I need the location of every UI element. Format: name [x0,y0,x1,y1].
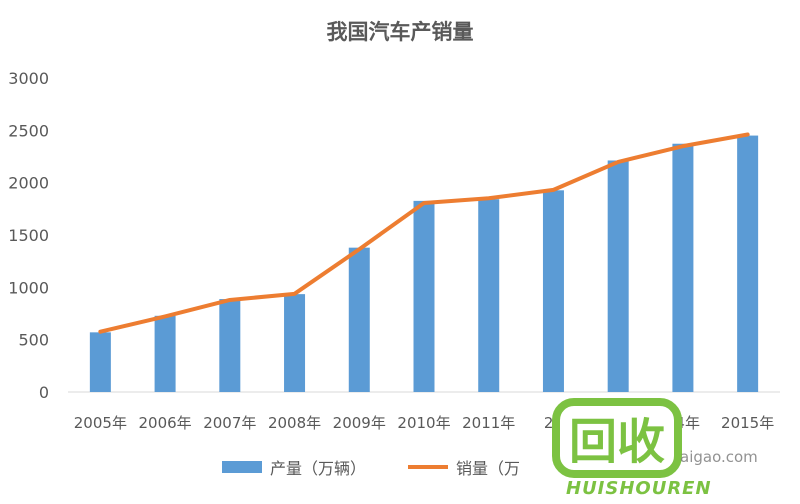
line-point [747,134,749,136]
y-tick-label: 2500 [8,121,49,140]
x-tick-label: 2011年 [462,414,515,432]
y-axis: 0 500 1000 1500 2000 2500 3000 [8,69,49,402]
x-tick-label: 2015年 [721,414,774,432]
x-tick-label: 2009年 [333,414,386,432]
x-tick-label: 2006年 [138,414,191,432]
watermark-mark: 回收 [569,414,665,470]
bar [542,190,564,392]
y-tick-label: 3000 [8,69,49,88]
bar-series [89,135,759,393]
bar [413,200,435,392]
bar [737,135,759,393]
line-point [164,315,166,317]
y-tick-label: 500 [18,331,49,350]
bar [478,199,500,392]
bar [348,247,370,392]
y-tick-label: 2000 [8,174,49,193]
watermark-site: aigao.com [680,448,758,466]
y-tick-label: 1000 [8,278,49,297]
chart-title: 我国汽车产销量 [327,20,474,44]
bar [607,160,629,392]
x-tick-label: 2005年 [74,414,127,432]
legend: 产量（万辆） 销量（万 [222,459,520,478]
line-point [99,331,101,333]
line-point [488,197,490,199]
line-point [423,202,425,204]
bar [89,332,111,392]
bar [154,315,176,392]
y-tick-label: 1500 [8,226,49,245]
line-point [617,161,619,163]
line-point [552,189,554,191]
bar [672,143,694,392]
x-tick-label: 2007年 [203,414,256,432]
bar [219,299,241,392]
legend-swatch-bar [222,461,262,473]
watermark-logo: 回收 aigao.com HUISHOUREN [552,398,758,499]
line-point [358,248,360,250]
x-tick-label: 2010年 [397,414,450,432]
bar [284,294,306,392]
line-point [229,299,231,301]
line-point [294,293,296,295]
line-point [682,145,684,147]
y-tick-label: 0 [39,383,49,402]
x-tick-label: 2008年 [268,414,321,432]
legend-label-bar: 产量（万辆） [270,459,366,478]
watermark-brand: HUISHOUREN [566,478,712,499]
legend-label-line: 销量（万 [456,459,520,478]
line-series [98,132,750,334]
watermark-badge [552,398,682,478]
